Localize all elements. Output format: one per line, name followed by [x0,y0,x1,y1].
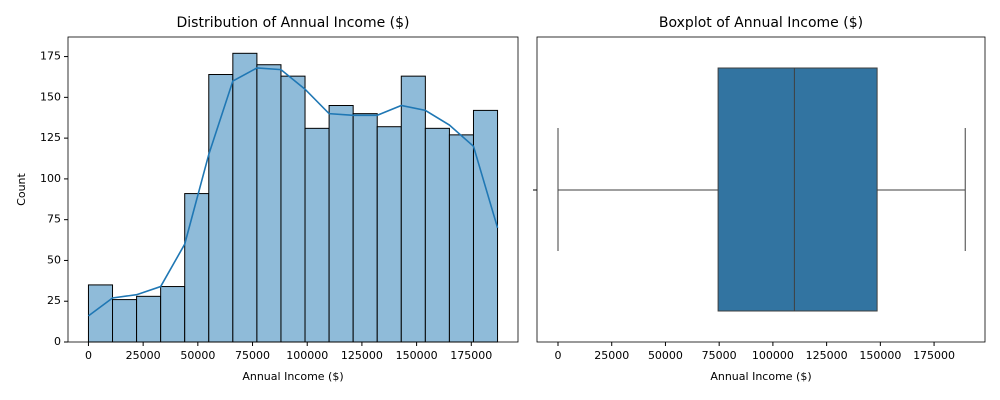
box [717,67,878,312]
bar [328,105,354,343]
x-tick-label: 25000 [594,349,629,362]
bar [352,113,378,343]
bar [304,127,330,343]
bar [448,134,474,343]
y-tick-label: 100 [40,172,61,185]
chart-title: Distribution of Annual Income ($) [177,15,410,31]
y-tick-label: 50 [47,253,61,266]
x-tick-label: 150000 [859,349,901,362]
x-tick-label: 25000 [126,349,161,362]
kde-line [87,67,499,317]
x-tick-label: 0 [85,349,92,362]
chart-title: Boxplot of Annual Income ($) [659,15,863,31]
x-tick-label: 125000 [806,349,848,362]
y-tick-label: 175 [40,50,61,63]
x-tick-label: 125000 [341,349,383,362]
x-tick-label: 175000 [913,349,955,362]
y-tick-label: 150 [40,90,61,103]
bar [184,193,210,343]
bar [160,286,186,343]
bar [472,109,499,343]
y-tick-label: 25 [47,294,61,307]
x-tick-label: 0 [554,349,561,362]
y-axis-label: Count [15,172,28,205]
bar [256,64,282,343]
axes-frame [67,36,519,343]
x-tick-label: 100000 [286,349,328,362]
x-tick-label: 100000 [752,349,794,362]
axes-frame [536,36,986,343]
bar [424,127,450,343]
x-axis-label: Annual Income ($) [242,370,343,383]
y-tick-label: 75 [47,213,61,226]
x-tick-label: 75000 [235,349,270,362]
bar [112,299,138,343]
x-tick-label: 50000 [648,349,683,362]
x-tick-label: 150000 [396,349,438,362]
bar [376,126,402,343]
x-tick-label: 175000 [450,349,492,362]
x-tick-label: 75000 [702,349,737,362]
x-tick-label: 50000 [180,349,215,362]
y-tick-label: 0 [54,335,61,348]
bar [232,52,258,343]
bar [280,75,306,343]
x-axis-label: Annual Income ($) [710,370,811,383]
bar [400,75,426,343]
bar [208,74,234,343]
bar [136,295,162,343]
y-tick-label: 125 [40,131,61,144]
